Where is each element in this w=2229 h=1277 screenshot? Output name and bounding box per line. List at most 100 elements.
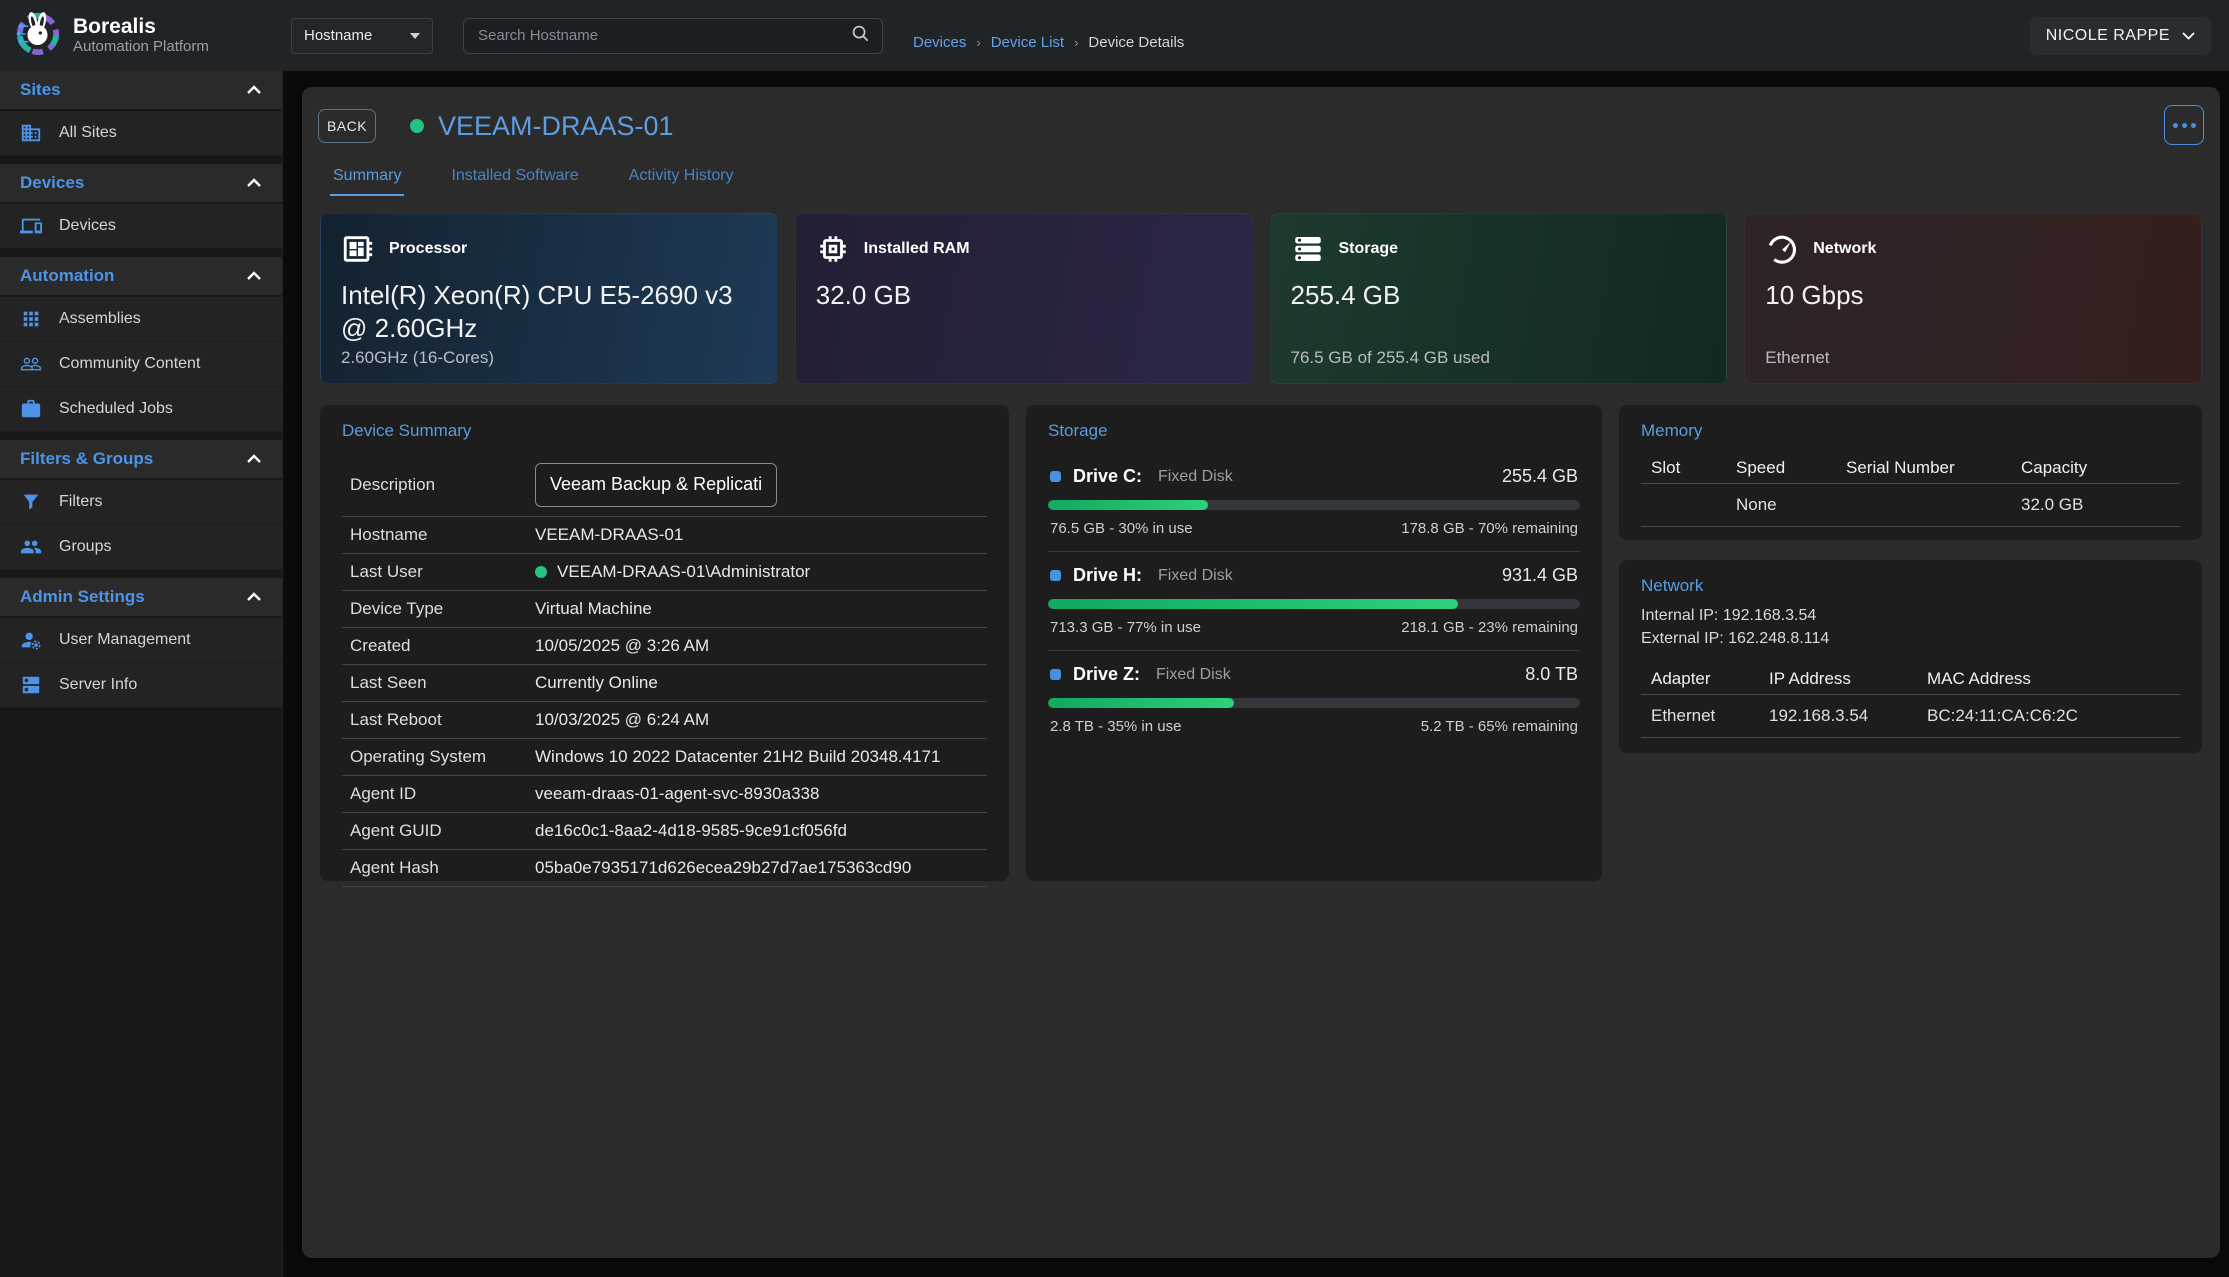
sidebar-section-devices: Devices Devices [0,164,282,249]
more-actions-button[interactable] [2164,105,2204,145]
stat-cards-row: Processor Intel(R) Xeon(R) CPU E5-2690 v… [320,213,2202,384]
device-header-row: BACK VEEAM-DRAAS-01 [318,105,2204,147]
chevron-up-icon [246,266,262,286]
external-ip: External IP: 162.248.8.114 [1641,627,2180,650]
drive-remaining-text: 5.2 TB - 65% remaining [1421,718,1578,735]
summary-row-description: Description [342,453,987,517]
sidebar-item-groups[interactable]: Groups [0,525,282,570]
row-value: Windows 10 2022 Datacenter 21H2 Build 20… [535,747,940,767]
tab-installed-software[interactable]: Installed Software [448,167,581,196]
breadcrumb-devices[interactable]: Devices [913,34,966,51]
column-header: Speed [1736,458,1846,478]
tab-summary[interactable]: Summary [330,167,404,196]
sidebar-header-automation[interactable]: Automation [0,257,282,295]
network-card: Network 10 Gbps Ethernet [1744,213,2202,384]
drive-usage-fill [1048,500,1208,510]
row-value: Currently Online [535,673,658,693]
breadcrumb-separator-icon: › [1074,35,1078,50]
summary-row-created: Created 10/05/2025 @ 3:26 AM [342,628,987,665]
description-input[interactable] [535,463,777,507]
app-subtitle: Automation Platform [73,39,209,56]
row-value: veeam-draas-01-agent-svc-8930a338 [535,784,819,804]
sidebar-header-admin-settings[interactable]: Admin Settings [0,578,282,616]
devices-icon [20,215,42,237]
drive-row-z: Drive Z: Fixed Disk 8.0 TB 2.8 TB - 35% … [1048,651,1580,749]
breadcrumb-separator-icon: › [976,35,980,50]
gauge-icon [1765,232,1799,266]
storage-panel: Storage Drive C: Fixed Disk 255.4 GB 76.… [1026,405,1602,881]
tab-activity-history[interactable]: Activity History [626,167,737,196]
sidebar-item-community-content[interactable]: Community Content [0,342,282,387]
app-name: Borealis [73,15,209,39]
processor-card: Processor Intel(R) Xeon(R) CPU E5-2690 v… [320,213,778,384]
drive-usage-bar [1048,500,1580,510]
column-header: IP Address [1769,669,1927,689]
row-label: Agent GUID [350,821,535,841]
back-button[interactable]: BACK [318,109,376,143]
row-label: Last Seen [350,673,535,693]
device-tabs: Summary Installed Software Activity Hist… [330,167,737,196]
sidebar-item-user-management[interactable]: User Management [0,618,282,663]
hostname-filter-dropdown[interactable]: Hostname [291,18,433,54]
group-icon [20,536,42,558]
panel-title: Memory [1641,421,2180,441]
sidebar-header-filters-groups[interactable]: Filters & Groups [0,440,282,478]
sidebar-section-automation: Automation Assemblies Community Content … [0,257,282,432]
summary-row-agent-id: Agent ID veeam-draas-01-agent-svc-8930a3… [342,776,987,813]
sidebar-item-filters[interactable]: Filters [0,480,282,525]
card-title: Installed RAM [864,240,970,258]
sidebar-item-devices[interactable]: Devices [0,204,282,249]
sidebar-item-label: Groups [59,538,111,556]
drive-row-h: Drive H: Fixed Disk 931.4 GB 713.3 GB - … [1048,552,1580,651]
drive-type: Fixed Disk [1158,567,1233,585]
memory-table-row: None 32.0 GB [1641,483,2180,527]
panel-title: Network [1641,576,2180,596]
memory-serial [1846,495,2021,515]
summary-row-operating-system: Operating System Windows 10 2022 Datacen… [342,739,987,776]
sidebar-item-label: Filters [59,493,103,511]
sidebar-header-label: Devices [20,173,84,193]
dot-icon [2191,123,2196,128]
storage-card: Storage 255.4 GB 76.5 GB of 255.4 GB use… [1270,213,1728,384]
sidebar-header-label: Automation [20,266,114,286]
drive-usage-bar [1048,698,1580,708]
briefcase-icon [20,398,42,420]
caret-down-icon [410,33,420,39]
row-label: Device Type [350,599,535,619]
row-label: Agent Hash [350,858,535,878]
search-box[interactable] [463,18,883,54]
sidebar-item-server-info[interactable]: Server Info [0,663,282,708]
card-value: 255.4 GB [1291,279,1707,312]
device-summary-panel: Device Summary Description Hostname VEEA… [320,405,1009,881]
device-name-title: VEEAM-DRAAS-01 [438,111,674,142]
right-column: Memory Slot Speed Serial Number Capacity… [1619,405,2202,753]
sidebar-item-label: Community Content [59,355,200,373]
adapter-mac: BC:24:11:CA:C6:2C [1927,706,2170,726]
search-input[interactable] [476,26,851,45]
drive-remaining-text: 178.8 GB - 70% remaining [1401,520,1578,537]
card-value: Intel(R) Xeon(R) CPU E5-2690 v3 @ 2.60GH… [341,279,757,344]
breadcrumb: Devices › Device List › Device Details [913,34,1184,51]
sidebar-header-devices[interactable]: Devices [0,164,282,202]
cpu-icon [341,232,375,266]
card-subtext: 76.5 GB of 255.4 GB used [1291,348,1490,368]
user-menu-button[interactable]: NICOLE RAPPE [2030,17,2211,55]
network-table-header: Adapter IP Address MAC Address [1641,664,2180,694]
sidebar-item-assemblies[interactable]: Assemblies [0,297,282,342]
row-label: Hostname [350,525,535,545]
adapter-ip: 192.168.3.54 [1769,706,1927,726]
column-header: Slot [1651,458,1736,478]
sidebar-header-sites[interactable]: Sites [0,71,282,109]
row-label: Created [350,636,535,656]
sidebar-item-all-sites[interactable]: All Sites [0,111,282,156]
breadcrumb-device-list[interactable]: Device List [991,34,1064,51]
search-icon[interactable] [851,24,870,48]
summary-row-last-user: Last User VEEAM-DRAAS-01\Administrator [342,554,987,591]
row-value: 10/03/2025 @ 6:24 AM [535,710,709,730]
drive-name: Drive Z: [1073,664,1140,685]
panel-title: Storage [1048,421,1580,441]
user-menu-label: NICOLE RAPPE [2046,27,2170,45]
sidebar-item-scheduled-jobs[interactable]: Scheduled Jobs [0,387,282,432]
drive-usage-fill [1048,599,1458,609]
summary-row-device-type: Device Type Virtual Machine [342,591,987,628]
